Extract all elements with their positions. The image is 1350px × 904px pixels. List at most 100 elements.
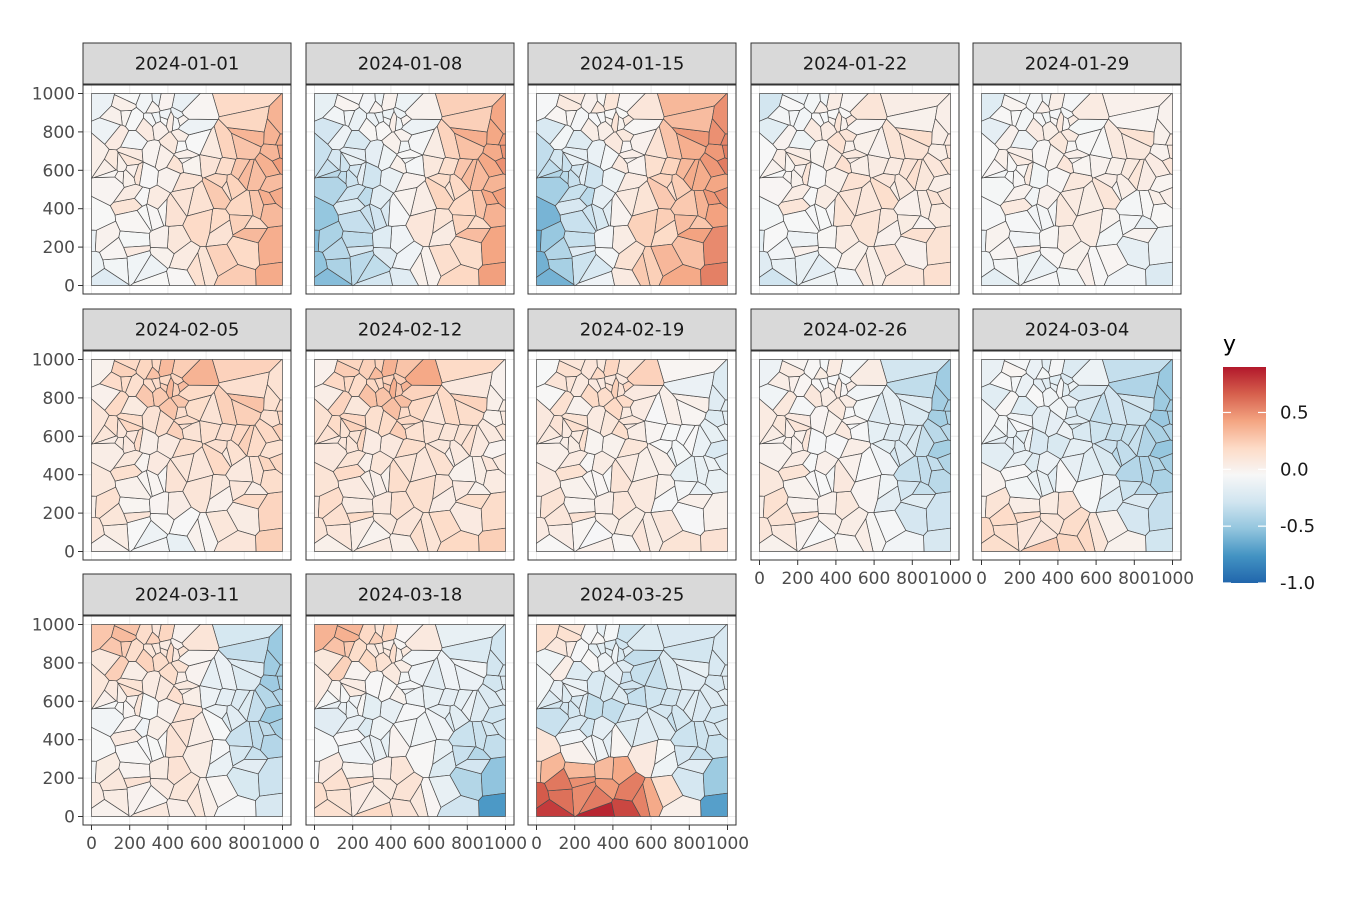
facet-strip-label: 2024-02-05 [135,320,240,341]
voronoi-cell [424,443,455,476]
voronoi-cell [658,795,702,817]
voronoi-cell [593,491,615,515]
y-tick-label: 600 [43,427,75,447]
voronoi-cell [923,527,951,552]
voronoi-cell [404,685,425,708]
voronoi-cell [1093,439,1118,455]
voronoi-cell [816,491,838,515]
voronoi-cell [426,704,451,720]
voronoi-cell [989,502,1018,527]
x-tick-label: 600 [190,834,222,854]
voronoi-cell [536,798,575,817]
facet-strip [82,573,292,616]
voronoi-cell [626,685,647,708]
voronoi-cell [203,704,228,720]
voronoi-cell [237,424,255,457]
voronoi-cell [767,502,796,527]
x-tick-label: 0 [309,834,320,854]
voronoi-cell [905,158,923,191]
voronoi-cell [648,173,673,189]
voronoi-cell [231,398,262,426]
voronoi-cell [201,177,232,210]
legend: y 0.5 0.0 -0.5 -1.0 [1223,332,1315,594]
voronoi-cell [834,376,843,399]
voronoi-cell [700,261,728,286]
voronoi-cell [784,417,796,438]
facet-panel-2024-02-12: 2024-02-12 [305,308,515,561]
voronoi-cell [166,267,197,286]
panel-border [972,350,1182,561]
voronoi-cell [939,157,951,175]
voronoi-cell [151,93,162,108]
x-tick-label: 1000 [1151,569,1194,589]
voronoi-cell [343,130,371,151]
voronoi-cell [1056,110,1065,133]
voronoi-cell [139,427,159,455]
voronoi-cell [1103,530,1147,552]
voronoi-cell [881,264,925,286]
voronoi-cell [676,663,707,691]
voronoi-cell [834,267,865,286]
voronoi-cell [257,455,277,472]
legend-title: y [1223,332,1236,357]
facet-strip-label: 2024-01-08 [358,54,463,75]
voronoi-cell [786,496,819,514]
voronoi-cell [536,533,575,552]
voronoi-cell [677,493,713,510]
voronoi-cell [436,795,480,817]
voronoi-cell [358,359,376,380]
voronoi-cell [1029,161,1049,189]
voronoi-cell [371,491,393,515]
voronoi-cell [166,641,175,664]
voronoi-cell [1071,154,1092,177]
voronoi-cell [682,158,700,191]
legend-tick-label: -0.5 [1280,516,1315,537]
voronoi-cell [213,795,257,817]
voronoi-cell [139,161,159,189]
voronoi-cell [834,110,843,133]
voronoi-cell [1056,376,1065,399]
voronoi-cell [362,692,382,720]
voronoi-cell [786,230,819,248]
voronoi-cell [389,641,398,664]
voronoi-cell [788,130,816,151]
voronoi-cell [700,792,728,817]
panel-border [527,615,737,826]
voronoi-cell [118,496,151,514]
voronoi-cell [925,455,945,472]
voronoi-cell [482,674,504,693]
voronoi-cell [1121,132,1152,160]
x-tick-label: 0 [531,834,542,854]
voronoi-cell [596,359,607,374]
voronoi-cell [482,143,504,162]
y-tick-label: 600 [43,692,75,712]
voronoi-cell [981,533,1020,552]
voronoi-cell [580,93,598,114]
voronoi-cell [1161,423,1173,441]
legend-tick-label: 0.0 [1280,459,1309,480]
voronoi-cell [646,443,677,476]
voronoi-cell [1091,443,1122,476]
panel-border [750,84,960,295]
facet-panel-2024-02-26: 2024-02-26 0 200 400 600 800 1000 [750,308,972,589]
voronoi-cell [716,423,728,441]
facet-strip-label: 2024-01-22 [803,54,908,75]
voronoi-cell [404,154,425,177]
voronoi-cell [584,427,604,455]
voronoi-cell [563,496,596,514]
voronoi-cell [646,177,677,210]
x-tick-label: 400 [1042,569,1074,589]
voronoi-cell [91,798,130,817]
voronoi-cell [565,130,593,151]
voronoi-cell [626,420,647,443]
x-tick-label: 800 [451,834,483,854]
voronoi-cell [869,177,900,210]
voronoi-cell [339,417,351,438]
x-tick-label: 400 [820,569,852,589]
voronoi-cell [213,264,257,286]
voronoi-cell [339,682,351,703]
voronoi-cell [362,161,382,189]
voronoi-cell [91,267,130,286]
facet-strip-label: 2024-01-29 [1025,54,1130,75]
voronoi-cell [900,493,936,510]
